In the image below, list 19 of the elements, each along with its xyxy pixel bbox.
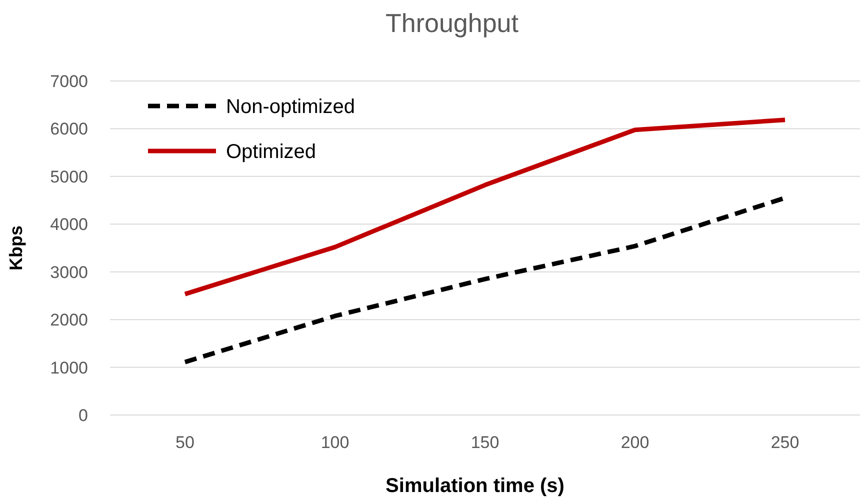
y-tick-label: 6000 — [50, 120, 88, 139]
y-tick-label: 1000 — [50, 358, 88, 378]
legend-label: Optimized — [226, 141, 316, 163]
y-tick-label: 4000 — [50, 215, 88, 234]
line-series — [182, 118, 788, 296]
y-tick-label: 7000 — [50, 72, 88, 91]
x-tick-label: 100 — [320, 433, 350, 452]
y-tick-label: 3000 — [50, 262, 88, 282]
y-tick-label: 0 — [78, 406, 88, 425]
x-axis-title: Simulation time (s) — [386, 475, 564, 497]
y-axis-title: Kbps — [6, 226, 26, 270]
y-tick-label: 5000 — [50, 167, 88, 186]
y-tick-label: 2000 — [50, 310, 88, 330]
chart-title: Throughput — [386, 8, 520, 38]
x-tick-label: 200 — [620, 433, 650, 452]
legend-label: Non-optimized — [226, 96, 355, 118]
x-tick-label: 250 — [770, 433, 800, 452]
x-tick-label: 50 — [176, 433, 194, 452]
x-tick-label: 150 — [470, 433, 500, 452]
